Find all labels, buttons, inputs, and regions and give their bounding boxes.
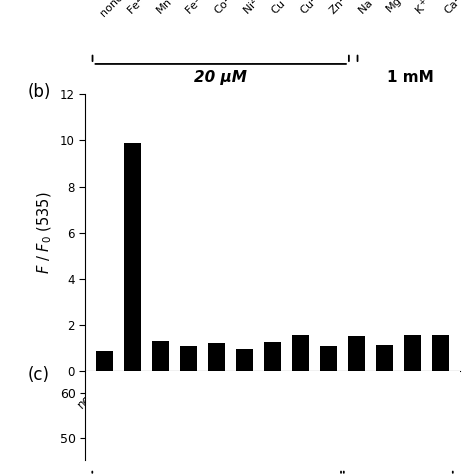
Bar	[264, 342, 281, 371]
Text: none: none	[99, 0, 125, 18]
Text: Mn$^{2+}$: Mn$^{2+}$	[151, 0, 185, 18]
Text: Mg$^{2+}$: Mg$^{2+}$	[380, 0, 415, 18]
Bar	[348, 336, 365, 371]
Text: Fe$^{3+}$: Fe$^{3+}$	[180, 0, 211, 18]
Text: Ni$^{2+}$: Ni$^{2+}$	[238, 0, 268, 18]
Bar	[125, 143, 141, 371]
Bar	[320, 346, 337, 371]
Text: (c): (c)	[27, 366, 49, 384]
Bar	[292, 335, 309, 371]
Text: 20 μM: 20 μM	[194, 70, 247, 85]
Bar	[180, 346, 197, 371]
Text: Ca$^{2+}$: Ca$^{2+}$	[439, 0, 472, 18]
Bar	[208, 343, 225, 371]
Bar	[376, 346, 393, 371]
Text: (b): (b)	[27, 83, 51, 101]
Bar	[404, 335, 420, 371]
Text: Cu$^+$: Cu$^+$	[267, 0, 295, 18]
Text: Zn$^{2+}$: Zn$^{2+}$	[324, 0, 356, 18]
Text: Na$^+$: Na$^+$	[354, 0, 382, 18]
Bar	[236, 349, 253, 371]
Bar	[97, 351, 113, 371]
Y-axis label: $F$ / $F_0$ (535): $F$ / $F_0$ (535)	[36, 191, 55, 274]
Text: Cu$^{2+}$: Cu$^{2+}$	[295, 0, 328, 18]
Text: Co$^{2+}$: Co$^{2+}$	[209, 0, 241, 18]
Text: Fe$^{2+}$: Fe$^{2+}$	[123, 0, 154, 18]
Bar	[152, 341, 169, 371]
Text: K$^+$: K$^+$	[411, 0, 434, 18]
Text: 1 mM: 1 mM	[387, 70, 434, 85]
Bar	[432, 335, 448, 371]
